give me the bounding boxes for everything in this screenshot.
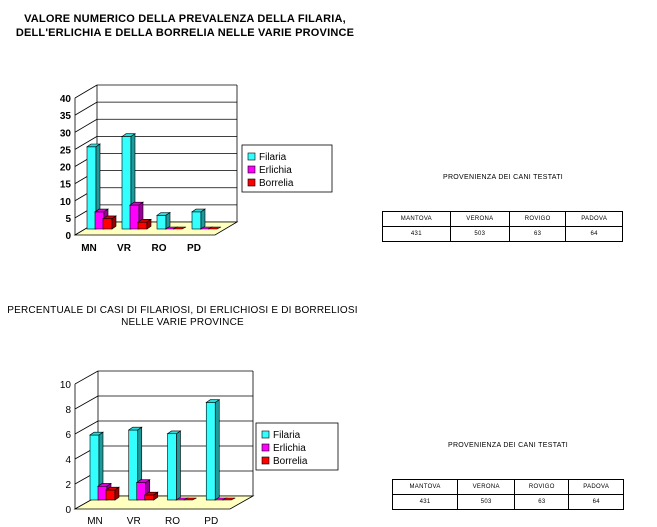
chart2-bar-erlichia-vr: [136, 482, 147, 501]
chart1-ytick-label: 35: [60, 111, 72, 122]
table1-header-mantova: MANTOVA: [382, 211, 451, 227]
chart2-side-gridline: [74, 420, 99, 435]
chart2-bar-filaria-mn: [89, 434, 100, 501]
table2-value-verona: 503: [457, 494, 516, 510]
chart2-xtick-label: MN: [87, 516, 103, 527]
chart1-side-gridline: [74, 136, 98, 150]
chart2-bar-borrelia-vr: [144, 494, 155, 501]
chart1-legend: [241, 144, 333, 193]
chart1-legend-label-erlichia: Erlichia: [259, 165, 292, 176]
chart2-ytick-label: 4: [65, 455, 71, 466]
table2-value-rovigo: 63: [514, 494, 570, 510]
chart2-bar-side-borrelia-mn: [114, 486, 120, 501]
chart2-legend-swatch-erlichia: [261, 443, 270, 452]
chart1-title: VALORE NUMERICO DELLA PREVALENZA DELLA F…: [0, 12, 370, 40]
table2-title: PROVENIENZA DEI CANI TESTATI: [447, 442, 569, 449]
chart1-ytick-label: 0: [65, 231, 71, 242]
chart2-bar-filaria-pd: [205, 402, 216, 501]
chart2-ytick-label: 6: [65, 430, 71, 441]
table2-header-verona: VERONA: [457, 479, 516, 495]
chart1-ytick-label: 30: [60, 128, 72, 139]
chart1-legend-swatch-filaria: [247, 152, 256, 161]
chart2-bar-side-filaria-pd: [214, 399, 220, 501]
chart2-bar-side-borrelia-vr: [153, 491, 159, 501]
chart1-side-gridline: [74, 84, 98, 99]
chart1-title-line2: DELL'ERLICHIA E DELLA BORRELIA NELLE VAR…: [15, 27, 355, 39]
chart2-xtick-label: PD: [204, 516, 218, 527]
chart1-bar-borrelia-pd: [207, 226, 222, 230]
chart2-bar-side-filaria-ro: [176, 430, 181, 501]
chart2-legend-label-borrelia: Borrelia: [273, 456, 308, 467]
table2: MANTOVA VERONA ROVIGO PADOVA 431 503 63 …: [391, 479, 624, 510]
chart1-ytick-label: 25: [60, 145, 72, 156]
chart2-side-gridline: [74, 370, 99, 385]
table1: MANTOVA VERONA ROVIGO PADOVA 431 503 63 …: [382, 211, 623, 242]
chart1-xtick-label: PD: [187, 243, 201, 254]
chart1-side-gridline: [74, 101, 98, 116]
chart1-side-gridline: [74, 118, 98, 133]
chart2-legend-swatch-filaria: [261, 430, 270, 439]
chart1-ytick-label: 40: [60, 94, 72, 105]
chart2-bar-borrelia-pd: [222, 497, 236, 501]
table1-header-verona: VERONA: [449, 211, 510, 227]
chart2-xtick-label: RO: [165, 516, 180, 527]
table1-value-mantova: 431: [382, 226, 451, 242]
table2-header-rovigo: ROVIGO: [514, 479, 570, 495]
chart1-xtick-label: MN: [81, 243, 97, 254]
chart2-bar-filaria-vr: [128, 429, 139, 501]
chart1-legend-swatch-borrelia: [247, 178, 256, 187]
chart2-bar-erlichia-mn: [97, 485, 108, 501]
chart1-xtick-label: RO: [152, 243, 167, 254]
table1-value-verona: 503: [449, 226, 510, 242]
table1-value-padova: 64: [565, 226, 623, 242]
chart2-title-line2: NELLE VARIE PROVINCE: [121, 317, 244, 328]
chart2-legend-label-filaria: Filaria: [273, 430, 301, 441]
chart1-legend-swatch-erlichia: [247, 165, 256, 174]
table2-header-mantova: MANTOVA: [391, 479, 459, 495]
chart1-bar-borrelia-ro: [172, 226, 187, 230]
chart1-ytick-label: 15: [60, 180, 72, 191]
chart2-legend-swatch-borrelia: [261, 456, 270, 465]
table2-value-mantova: 431: [391, 494, 459, 510]
chart1-ytick-label: 5: [65, 214, 71, 225]
chart1-bar-side-filaria-pd: [200, 208, 206, 230]
table1-value-rovigo: 63: [508, 226, 567, 242]
chart2-bar-borrelia-ro: [183, 497, 197, 501]
chart1-bar-side-filaria-ro: [165, 211, 171, 230]
chart1-ytick-label: 20: [60, 163, 72, 174]
chart2-legend-label-erlichia: Erlichia: [273, 443, 306, 454]
chart1-title-line1: VALORE NUMERICO DELLA PREVALENZA DELLA F…: [24, 13, 346, 25]
table2-header-padova: PADOVA: [568, 479, 624, 495]
table2-value-padova: 64: [568, 494, 624, 510]
chart2-title-line1: PERCENTUALE DI CASI DI FILARIOSI, DI ERL…: [7, 305, 358, 316]
chart2-bar-borrelia-mn: [105, 489, 116, 501]
chart1-legend-label-filaria: Filaria: [259, 152, 287, 163]
chart1-bar-side-borrelia-mn: [111, 215, 117, 230]
chart2-ytick-label: 2: [65, 480, 71, 491]
chart2-legend: [255, 422, 339, 471]
table1-header-padova: PADOVA: [565, 211, 623, 227]
chart2-ytick-label: 8: [65, 405, 71, 416]
chart2-side-gridline: [74, 395, 99, 410]
chart2-ytick-label: 0: [65, 505, 71, 516]
chart2-xtick-label: VR: [127, 516, 141, 527]
chart1-xtick-label: VR: [117, 243, 132, 254]
chart2-bar-filaria-ro: [167, 433, 177, 501]
chart1-bar-side-borrelia-vr: [146, 218, 152, 230]
chart2-title: PERCENTUALE DI CASI DI FILARIOSI, DI ERL…: [0, 305, 365, 329]
chart2-ytick-label: 10: [60, 380, 72, 391]
table1-header-rovigo: ROVIGO: [508, 211, 567, 227]
chart1-ytick-label: 10: [60, 197, 72, 208]
chart1-legend-label-borrelia: Borrelia: [259, 178, 294, 189]
table1-title: PROVENIENZA DEI CANI TESTATI: [442, 174, 564, 181]
